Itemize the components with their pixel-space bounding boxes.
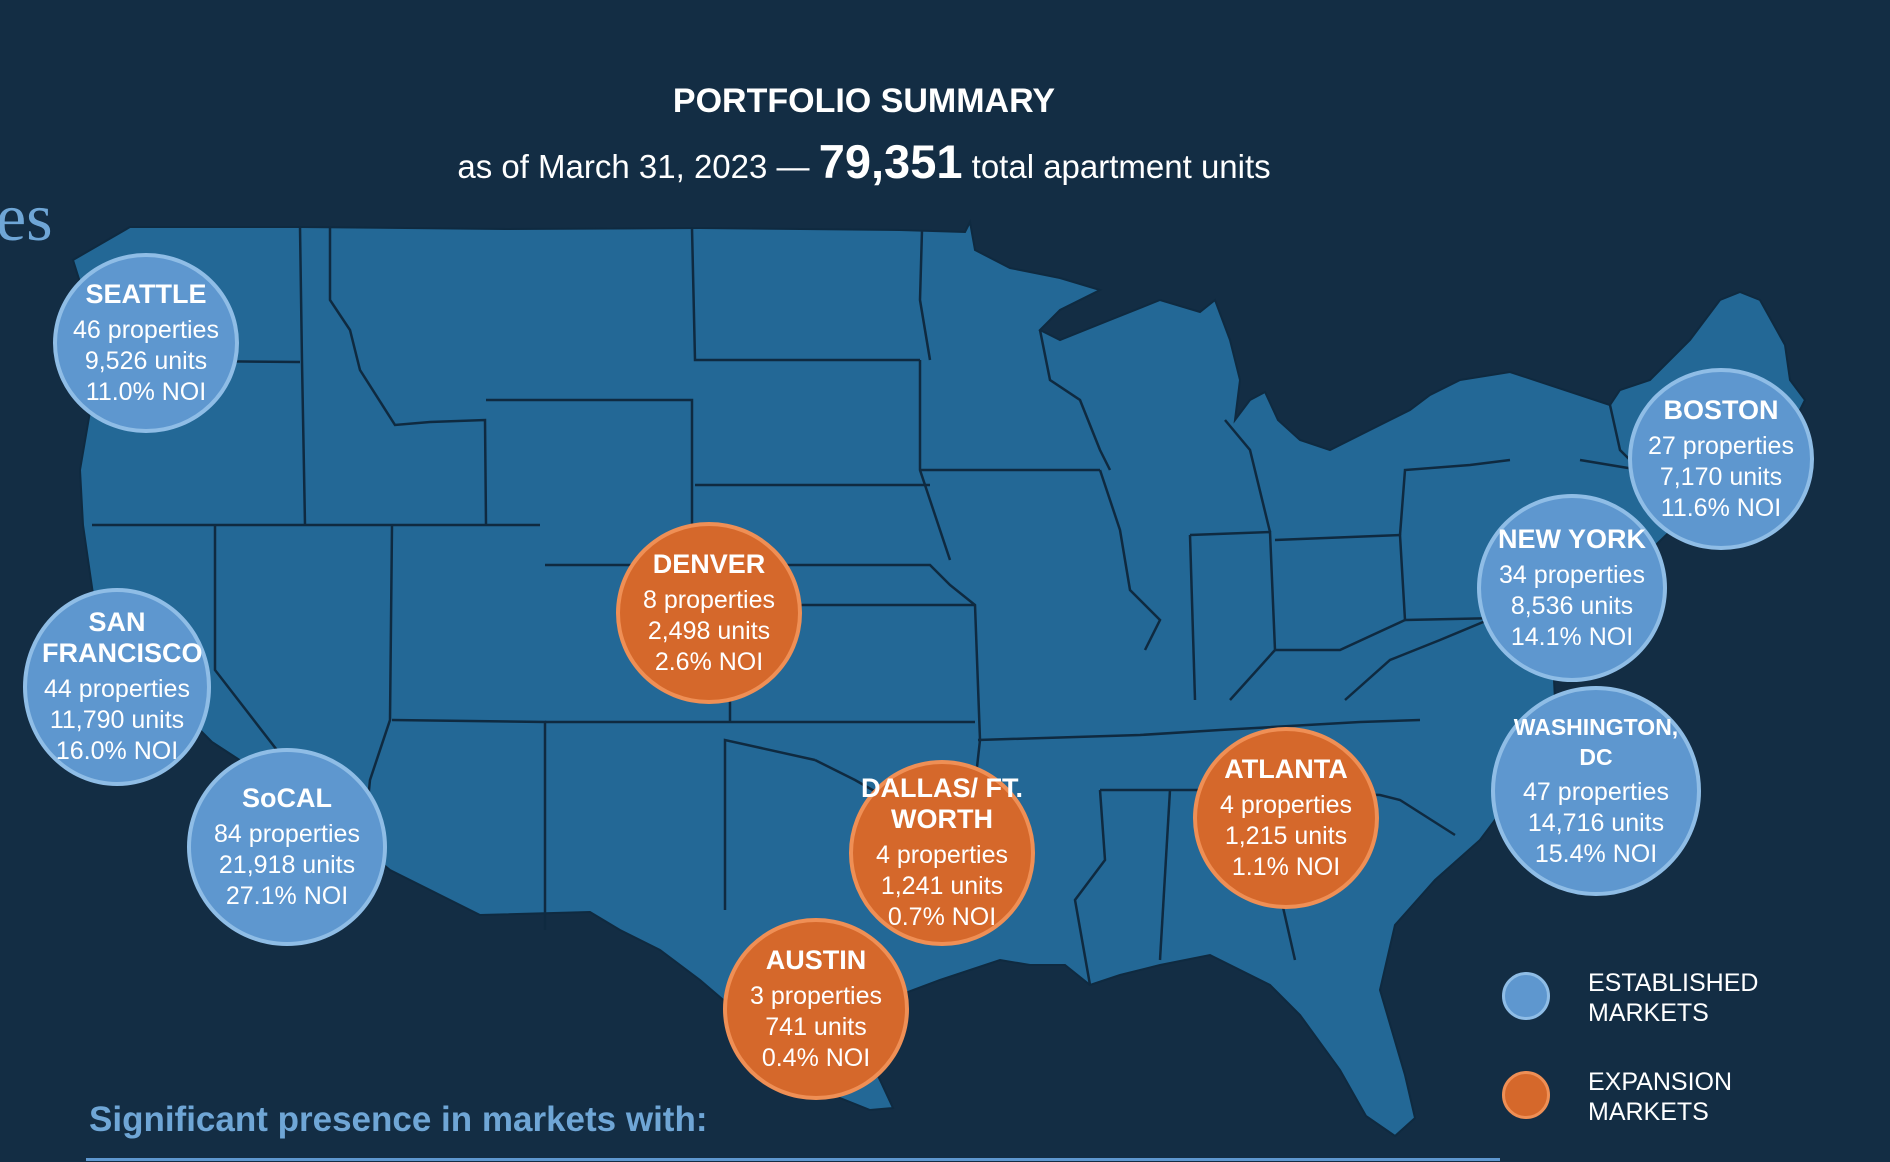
market-noi: 11.6% NOI [1660, 493, 1782, 522]
market-properties: 3 properties [749, 981, 883, 1010]
market-noi: 27.1% NOI [225, 881, 349, 910]
legend-established-swatch [1502, 972, 1550, 1020]
market-bubble-washington-dc[interactable]: WASHINGTON, DC 47 properties 14,716 unit… [1491, 686, 1701, 896]
market-bubble-san-francisco[interactable]: SAN FRANCISCO 44 properties 11,790 units… [23, 588, 211, 786]
legend-expansion-swatch [1502, 1071, 1550, 1119]
subtitle-prefix: as of March 31, 2023 — [457, 148, 810, 185]
market-noi: 2.6% NOI [654, 647, 764, 676]
market-units: 14,716 units [1527, 809, 1665, 837]
significant-presence-heading: Significant presence in markets with: [89, 1100, 708, 1139]
market-name: SAN FRANCISCO [42, 607, 203, 668]
market-properties: 4 properties [1219, 790, 1353, 819]
market-name: WASHINGTON, DC [1513, 714, 1679, 770]
subtitle-suffix: total apartment units [971, 148, 1271, 185]
market-units: 1,215 units [1224, 821, 1348, 850]
partial-heading: es [0, 179, 53, 255]
market-properties: 34 properties [1499, 560, 1645, 589]
market-noi: 16.0% NOI [55, 737, 179, 765]
market-bubble-dallas-ft-worth[interactable]: DALLAS/ FT. WORTH 4 properties 1,241 uni… [849, 760, 1035, 946]
market-bubble-socal[interactable]: SoCAL 84 properties 21,918 units 27.1% N… [187, 748, 387, 946]
market-properties: 47 properties [1523, 778, 1669, 806]
market-bubble-new-york[interactable]: NEW YORK 34 properties 8,536 units 14.1%… [1477, 494, 1667, 682]
market-noi: 15.4% NOI [1534, 840, 1658, 868]
market-name: SoCAL [242, 782, 332, 813]
footer-divider [86, 1158, 1500, 1161]
market-units: 11,790 units [49, 706, 185, 734]
market-units: 21,918 units [218, 850, 356, 879]
market-noi: 0.4% NOI [761, 1043, 871, 1072]
market-name: NEW YORK [1497, 523, 1646, 554]
market-properties: 4 properties [875, 841, 1009, 869]
market-units: 1,241 units [880, 872, 1004, 900]
legend-established-label: ESTABLISHED MARKETS [1588, 969, 1759, 1027]
market-noi: 0.7% NOI [887, 903, 997, 931]
market-bubble-boston[interactable]: BOSTON 27 properties 7,170 units 11.6% N… [1628, 368, 1814, 550]
market-bubble-atlanta[interactable]: ATLANTA 4 properties 1,215 units 1.1% NO… [1193, 727, 1379, 909]
market-units: 741 units [765, 1012, 867, 1041]
market-bubble-denver[interactable]: DENVER 8 properties 2,498 units 2.6% NOI [616, 522, 802, 704]
market-bubble-austin[interactable]: AUSTIN 3 properties 741 units 0.4% NOI [723, 918, 909, 1100]
market-units: 7,170 units [1659, 462, 1783, 491]
market-noi: 11.0% NOI [85, 377, 207, 406]
market-name: ATLANTA [1224, 753, 1348, 784]
market-name: DENVER [652, 548, 766, 579]
legend-expansion-label: EXPANSION MARKETS [1588, 1068, 1733, 1126]
market-units: 9,526 units [84, 346, 208, 375]
market-properties: 84 properties [214, 819, 360, 848]
market-units: 8,536 units [1510, 591, 1634, 620]
market-properties: 44 properties [44, 675, 190, 703]
market-name: DALLAS/ FT. WORTH [861, 773, 1023, 834]
market-noi: 14.1% NOI [1510, 622, 1634, 651]
market-name: AUSTIN [765, 944, 867, 975]
market-units: 2,498 units [647, 616, 771, 645]
total-units-value: 79,351 [818, 135, 963, 188]
market-bubble-seattle[interactable]: SEATTLE 46 properties 9,526 units 11.0% … [53, 253, 239, 433]
page-subtitle: as of March 31, 2023 — 79,351 total apar… [0, 134, 1728, 189]
market-properties: 46 properties [73, 315, 219, 344]
market-name: SEATTLE [85, 278, 207, 309]
market-properties: 8 properties [642, 585, 776, 614]
page-title: PORTFOLIO SUMMARY [672, 82, 1056, 120]
market-name: BOSTON [1663, 394, 1779, 425]
market-noi: 1.1% NOI [1231, 852, 1341, 881]
market-properties: 27 properties [1648, 431, 1794, 460]
